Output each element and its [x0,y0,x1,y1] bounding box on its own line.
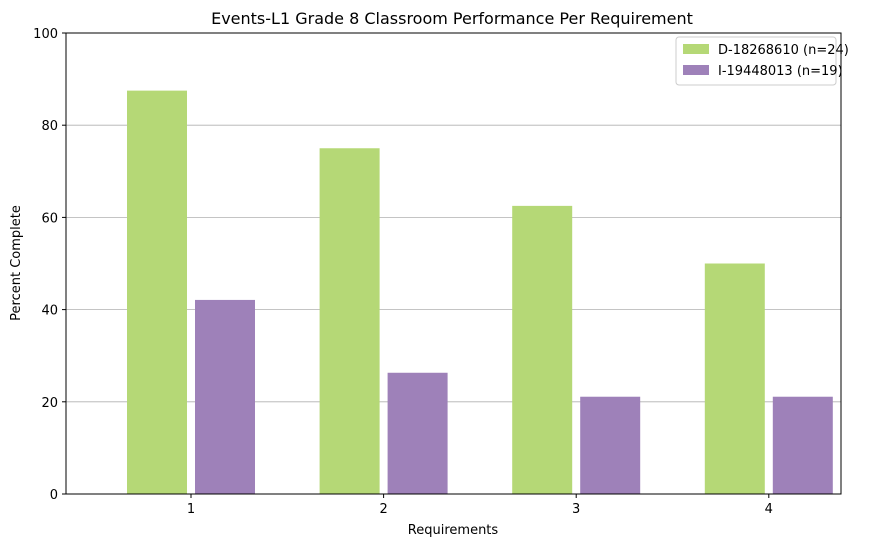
legend-swatch [683,44,709,54]
bar-2-series-1 [319,148,380,494]
y-tick-label: 100 [33,27,58,42]
y-axis-label: Percent Complete [9,205,24,321]
chart-title: Events-L1 Grade 8 Classroom Performance … [211,9,693,28]
x-tick-label: 3 [572,502,580,517]
y-tick-label: 80 [41,119,58,134]
y-tick-label: 40 [41,304,58,319]
plot-area-frame [65,32,842,495]
x-tick-label: 4 [765,502,773,517]
bar-3-series-1 [512,205,573,494]
y-axis-ticks: 0 20 40 60 80 100 [33,27,66,503]
legend-swatch [683,65,709,75]
x-axis-label: Requirements [408,523,499,538]
y-tick-label: 20 [41,396,58,411]
y-tick-label: 0 [50,488,58,503]
legend-label: I-19448013 (n=19) [718,64,843,79]
bar-4-series-1 [704,263,765,494]
x-axis-ticks: 1 2 3 4 [187,494,773,517]
bar-1-series-2 [195,299,255,494]
x-tick-label: 2 [379,502,387,517]
legend-box [675,36,837,86]
y-tick-label: 60 [41,211,58,226]
bar-1-series-1 [127,90,187,494]
legend: D-18268610 (n=24) I-19448013 (n=19) [675,36,849,86]
bar-4-series-2 [772,396,833,494]
bar-2-series-2 [387,372,448,494]
bar-3-series-2 [580,396,641,494]
x-tick-label: 1 [187,502,195,517]
legend-label: D-18268610 (n=24) [718,43,849,58]
bars [127,90,833,494]
